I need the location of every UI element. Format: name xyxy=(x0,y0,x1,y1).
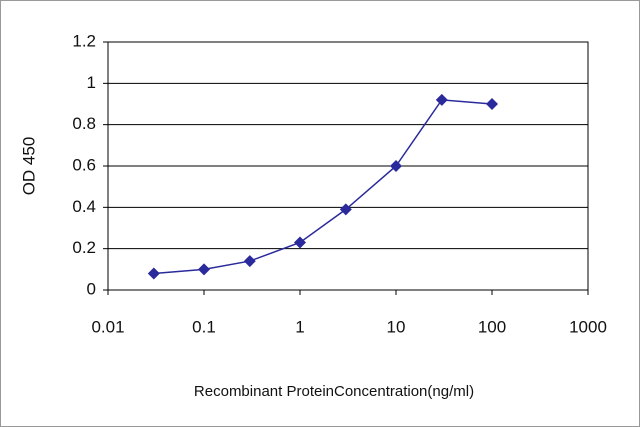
x-tick-label: 100 xyxy=(478,317,506,336)
x-tick-label: 10 xyxy=(387,317,406,336)
x-axis-label: Recombinant ProteinConcentration(ng/ml) xyxy=(194,383,474,400)
data-point xyxy=(243,255,256,268)
y-tick-label: 1.2 xyxy=(72,31,96,50)
data-point xyxy=(339,203,352,216)
x-tick-label: 0.1 xyxy=(192,317,216,336)
y-tick-label: 0.2 xyxy=(72,238,96,257)
y-tick-label: 0.4 xyxy=(72,197,96,216)
data-point xyxy=(294,236,306,249)
x-tick-label: 0.01 xyxy=(91,317,124,336)
y-tick-label: 0.6 xyxy=(72,155,96,174)
y-tick-label: 1 xyxy=(87,73,96,92)
data-point xyxy=(435,93,448,106)
data-point xyxy=(390,160,402,172)
series-line xyxy=(153,99,493,275)
data-point xyxy=(198,263,210,276)
y-tick-label: 0 xyxy=(87,279,96,298)
data-point xyxy=(486,98,498,110)
y-tick-label: 0.8 xyxy=(72,114,96,133)
x-tick-label: 1000 xyxy=(569,317,607,336)
x-tick-label: 1 xyxy=(295,317,304,336)
data-point xyxy=(147,267,160,280)
y-axis-label: OD 450 xyxy=(19,137,38,196)
